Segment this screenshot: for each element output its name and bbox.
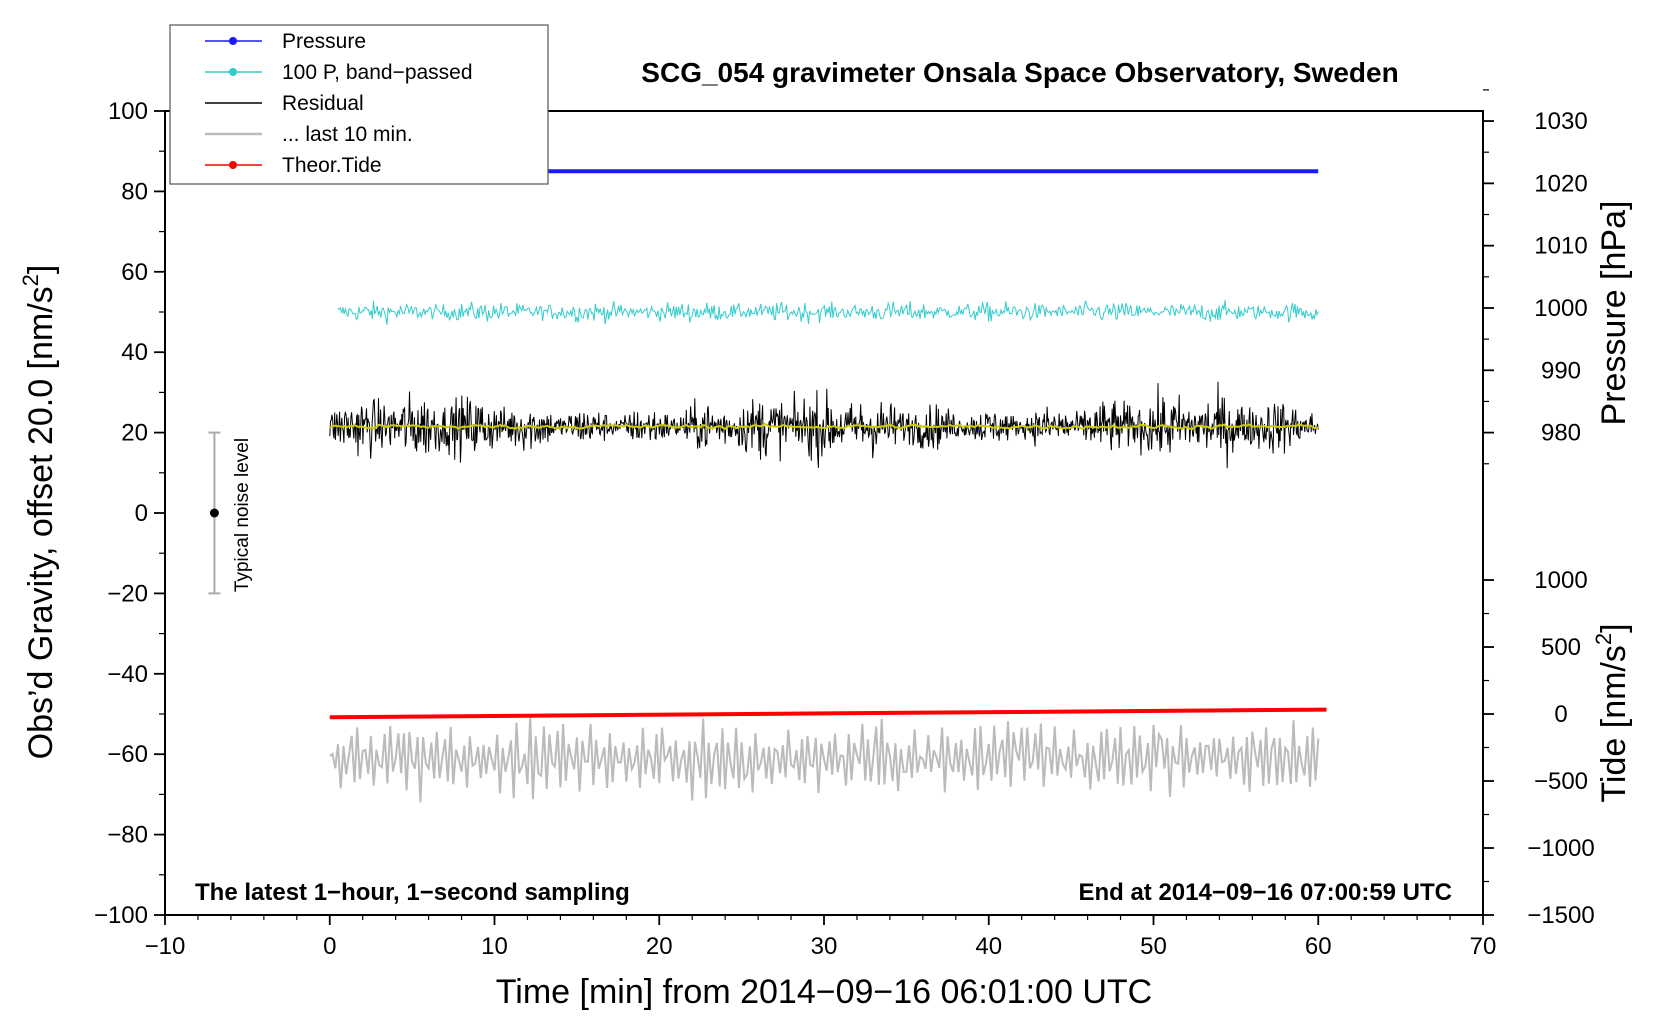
tide-axis-title-main: Tide [nm/s: [1595, 645, 1633, 802]
x-tick-label: 50: [1140, 933, 1167, 960]
x-tick-label: 70: [1470, 933, 1497, 960]
plot-frame: [164, 110, 1484, 916]
y-tick-label: −100: [94, 902, 148, 929]
y-tick-label: 20: [121, 420, 148, 447]
annotation-sampling: The latest 1−hour, 1−second sampling: [195, 879, 630, 906]
x-tick-label: 60: [1305, 933, 1332, 960]
series-layer: [329, 169, 1327, 803]
pressure-tick-label: 980: [1541, 420, 1581, 447]
tide-tick-label: −500: [1534, 768, 1588, 795]
y-axis-title-end: ]: [22, 265, 60, 274]
y-axis-title-sup: 2: [18, 274, 43, 286]
tide-tick-label: −1000: [1527, 835, 1594, 862]
pressure-tick-label: 1000: [1534, 295, 1587, 322]
x-tick-label: 0: [323, 933, 336, 960]
tide-axis-title: Tide [nm/s2]: [1591, 623, 1633, 802]
pressure-tick-label: 1020: [1534, 170, 1587, 197]
annotation-end-time: End at 2014−09−16 07:00:59 UTC: [1078, 879, 1452, 906]
tide-tick-label: 1000: [1534, 567, 1587, 594]
y-axis-title-main: Obs’d Gravity, offset 20.0 [nm/s: [22, 286, 60, 759]
legend-label: Pressure: [282, 30, 366, 53]
y-axis-gravity: −100 −80 −60 −40 −20 0 20 40 60 80 100: [94, 98, 165, 929]
tide-axis-title-sup: 2: [1591, 633, 1616, 645]
pressure-axis-title: Pressure [hPa]: [1595, 201, 1633, 426]
series-residual-line: [329, 381, 1319, 469]
legend-label: Residual: [282, 92, 364, 115]
legend-swatch-marker: [229, 161, 237, 169]
noise-level-indicator: Typical noise level: [208, 431, 253, 595]
legend-box: [169, 24, 549, 185]
tide-tick-label: 500: [1541, 634, 1581, 661]
noise-level-label: Typical noise level: [232, 438, 253, 592]
legend-swatch-marker: [229, 37, 237, 45]
y-axis-tide: −1500 −1000 −500 0 500 1000: [1483, 567, 1595, 929]
y-tick-label: −40: [107, 661, 148, 688]
x-tick-label: 30: [811, 933, 838, 960]
y-axis-title: Obs’d Gravity, offset 20.0 [nm/s2]: [18, 265, 60, 760]
x-axis-title: Time [min] from 2014−09−16 06:01:00 UTC: [496, 973, 1152, 1011]
tide-tick-label: −1500: [1527, 902, 1594, 929]
x-axis: −10 0 10 20 30 40 50 60 70: [145, 915, 1497, 960]
x-tick-label: 40: [975, 933, 1002, 960]
y-tick-label: −60: [107, 741, 148, 768]
legend-label: Theor.Tide: [282, 154, 382, 177]
pressure-tick-label: 1010: [1534, 233, 1587, 260]
x-tick-label: −10: [145, 933, 186, 960]
legend-label: ... last 10 min.: [282, 123, 413, 146]
legend: Pressure 100 P, band−passed Residual ... la…: [169, 24, 549, 185]
y-tick-label: 40: [121, 339, 148, 366]
x-tick-label: 10: [481, 933, 508, 960]
y-tick-label: 80: [121, 178, 148, 205]
chart-title: SCG_054 gravimeter Onsala Space Observat…: [641, 57, 1398, 88]
y-axis-pressure: 980 990 1000 1010 1020 1030: [1483, 89, 1588, 465]
series-last10-line: [329, 715, 1320, 803]
series-residual-smoothed-line: [329, 422, 1319, 431]
y-tick-label: 0: [135, 500, 148, 527]
pressure-tick-label: 990: [1541, 357, 1581, 384]
y-tick-label: −80: [107, 822, 148, 849]
tide-tick-label: 0: [1554, 701, 1567, 728]
y-tick-label: −20: [107, 580, 148, 607]
x-tick-label: 20: [646, 933, 673, 960]
legend-swatch-marker: [229, 68, 237, 76]
noise-center-dot: [209, 508, 219, 518]
series-bandpassed-line: [337, 300, 1319, 325]
y-tick-label: 60: [121, 259, 148, 286]
y-tick-label: 100: [108, 98, 148, 125]
tide-axis-title-end: ]: [1595, 623, 1633, 632]
series-tide-line: [329, 707, 1327, 720]
legend-label: 100 P, band−passed: [282, 61, 473, 84]
pressure-tick-label: 1030: [1534, 108, 1587, 135]
